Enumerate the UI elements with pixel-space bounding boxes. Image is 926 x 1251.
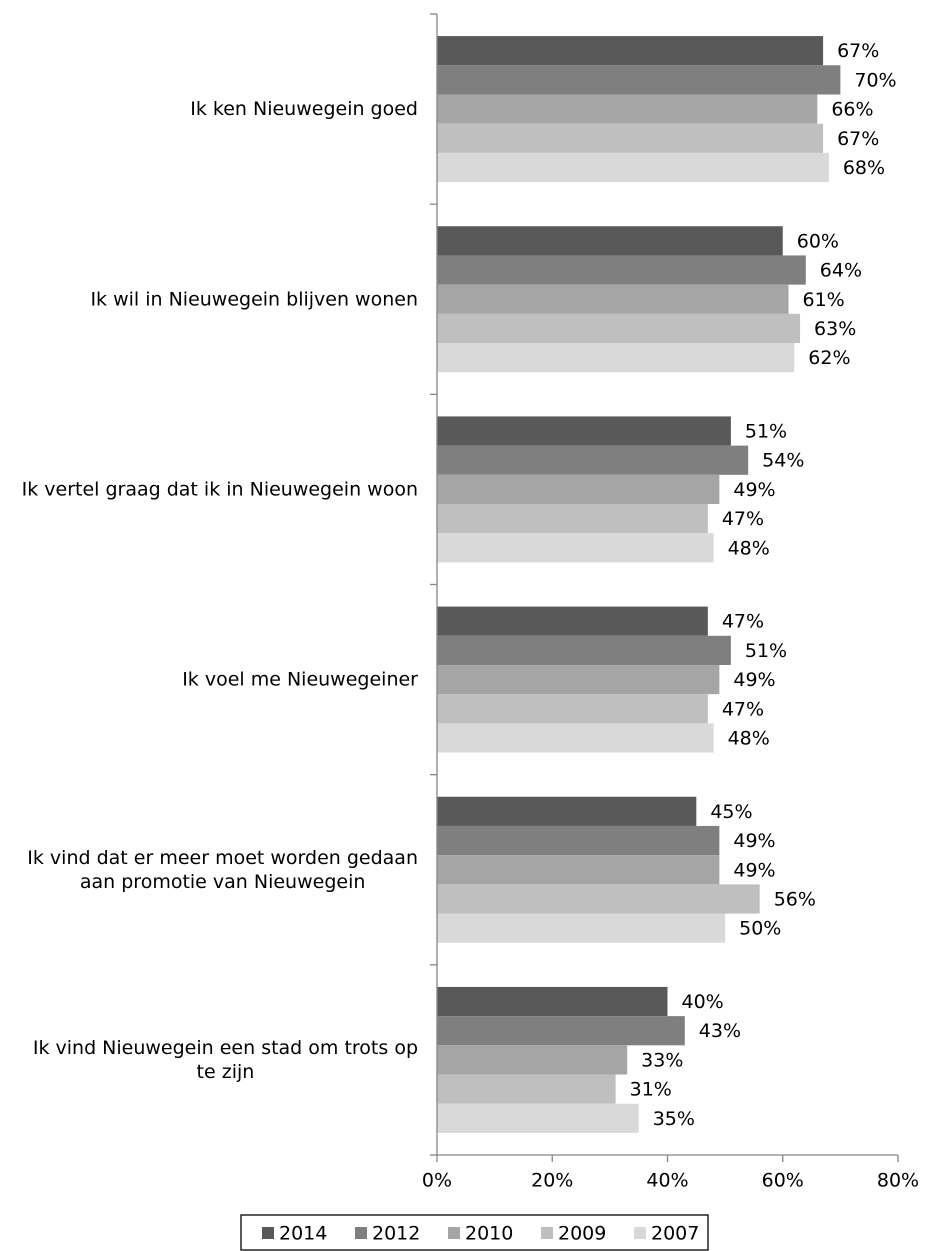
data-label: 47% — [722, 698, 764, 720]
data-label: 49% — [733, 479, 775, 501]
legend-swatch — [634, 1227, 646, 1239]
data-label: 51% — [745, 421, 787, 443]
data-label: 48% — [728, 727, 770, 749]
bar — [437, 913, 726, 943]
bar — [437, 255, 806, 285]
x-tick-label: 60% — [762, 1170, 804, 1192]
data-label: 54% — [762, 450, 804, 472]
category-label: Ik vind Nieuwegein een stad om trots op t… — [33, 1036, 418, 1082]
data-label: 45% — [710, 801, 752, 823]
data-label: 51% — [745, 640, 787, 662]
legend-label: 2010 — [465, 1223, 513, 1245]
bar — [437, 986, 668, 1017]
data-label: 67% — [837, 128, 879, 150]
bar — [437, 1016, 685, 1046]
legend-swatch — [541, 1227, 553, 1239]
bar — [437, 504, 708, 534]
data-label: 49% — [733, 859, 775, 881]
legend-box — [240, 1214, 709, 1251]
data-label: 68% — [843, 157, 885, 179]
legend-swatch — [448, 1227, 460, 1239]
data-label: 61% — [803, 289, 845, 311]
bar — [437, 36, 824, 66]
data-label: 40% — [682, 991, 724, 1013]
bar — [437, 94, 818, 124]
bar — [437, 474, 720, 505]
legend-swatch — [262, 1227, 274, 1239]
legend-label: 2007 — [651, 1223, 699, 1245]
data-label: 33% — [641, 1049, 683, 1071]
bar — [437, 152, 829, 183]
data-label: 64% — [820, 260, 862, 282]
data-label: 48% — [728, 537, 770, 559]
bar — [437, 1045, 628, 1075]
x-tick-label: 0% — [422, 1170, 452, 1192]
category-label: Ik ken Nieuwegein goed — [190, 98, 418, 120]
category-label: Ik vind dat er meer moet worden gedaan aa… — [27, 846, 418, 892]
bar — [437, 226, 783, 256]
legend-label: 2012 — [372, 1223, 420, 1245]
bar — [437, 533, 714, 563]
data-label: 60% — [797, 230, 839, 252]
bar — [437, 343, 795, 373]
category-label: Ik vertel graag dat ik in Nieuwegein woo… — [22, 478, 418, 500]
bar — [437, 664, 720, 695]
bar — [437, 796, 697, 826]
bar — [437, 635, 731, 665]
data-label: 70% — [854, 69, 896, 91]
x-tick-label: 40% — [646, 1170, 688, 1192]
data-label: 62% — [808, 347, 850, 369]
legend-label: 2014 — [279, 1223, 327, 1245]
bar — [437, 606, 708, 636]
bar — [437, 416, 731, 446]
bar — [437, 825, 720, 856]
data-label: 49% — [733, 669, 775, 691]
bar — [437, 284, 789, 314]
bar — [437, 855, 720, 885]
data-label: 47% — [722, 508, 764, 530]
legend-label: 2009 — [558, 1223, 606, 1245]
bar — [437, 65, 841, 95]
bar — [437, 445, 749, 475]
data-label: 43% — [699, 1020, 741, 1042]
bar — [437, 1103, 639, 1133]
x-tick-label: 20% — [531, 1170, 573, 1192]
bar — [437, 884, 760, 914]
bar — [437, 723, 714, 753]
data-label: 50% — [739, 918, 781, 940]
category-label: Ik wil in Nieuwegein blijven wonen — [90, 288, 418, 310]
data-label: 49% — [733, 830, 775, 852]
x-tick-label: 80% — [877, 1170, 919, 1192]
data-label: 66% — [831, 99, 873, 121]
data-label: 56% — [774, 888, 816, 910]
data-label: 31% — [630, 1079, 672, 1101]
data-label: 63% — [814, 318, 856, 340]
category-label: Ik voel me Nieuwegeiner — [182, 668, 418, 690]
legend-swatch — [355, 1227, 367, 1239]
data-label: 35% — [653, 1108, 695, 1130]
data-label: 67% — [837, 40, 879, 62]
data-label: 47% — [722, 611, 764, 633]
bar — [437, 123, 824, 153]
bar — [437, 694, 708, 724]
bar — [437, 1074, 616, 1104]
bar — [437, 313, 801, 344]
